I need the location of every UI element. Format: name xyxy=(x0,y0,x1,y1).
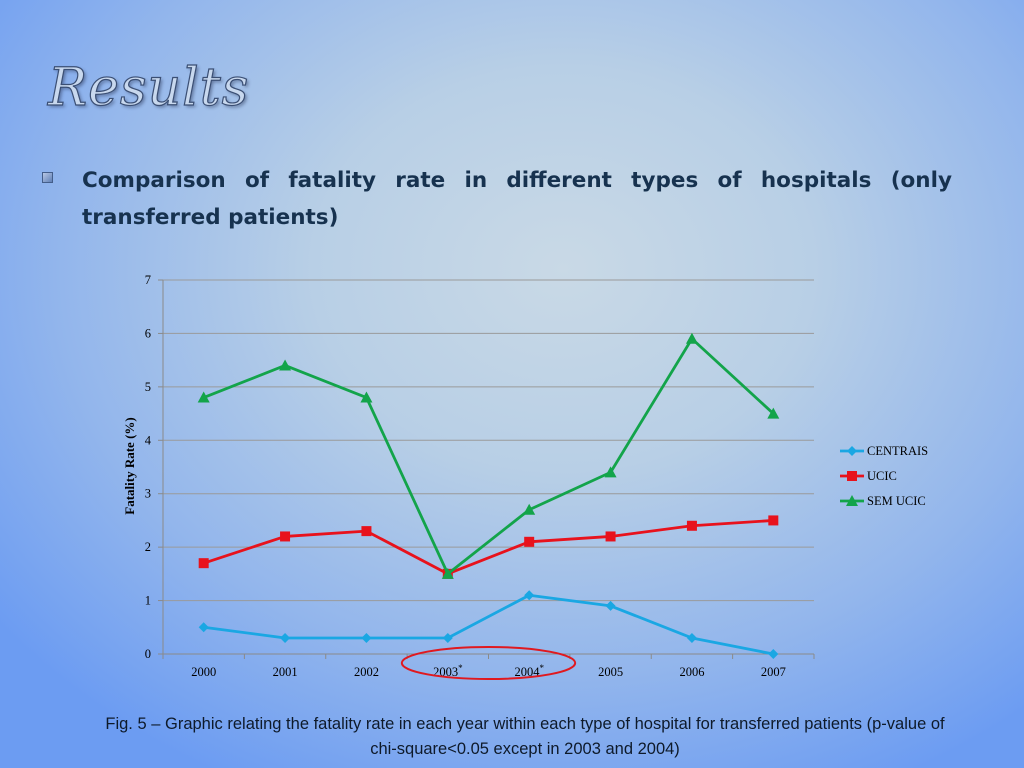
legend-label: CENTRAIS xyxy=(867,444,928,458)
y-tick-label: 6 xyxy=(145,326,151,340)
y-axis-label: Fatality Rate (%) xyxy=(122,417,137,514)
chart-gridlines xyxy=(158,279,815,659)
y-tick-label: 4 xyxy=(145,433,152,447)
data-point xyxy=(523,503,536,515)
data-point xyxy=(686,520,697,531)
series-line xyxy=(203,593,774,656)
data-point xyxy=(360,391,373,403)
data-point xyxy=(605,531,616,542)
legend-marker xyxy=(847,471,857,481)
x-tick-label: 2004* xyxy=(514,663,544,679)
x-tick-label: 2005 xyxy=(598,665,623,679)
data-point xyxy=(198,622,209,633)
data-point xyxy=(605,600,616,611)
data-point xyxy=(768,515,779,526)
data-point xyxy=(198,558,209,569)
series-centrais xyxy=(198,590,779,659)
data-point xyxy=(361,632,372,643)
data-point xyxy=(280,531,291,542)
legend-item: CENTRAIS xyxy=(840,444,928,458)
legend-marker xyxy=(847,446,857,456)
square-bullet-icon xyxy=(42,172,53,183)
data-point xyxy=(524,590,535,601)
x-tick-label: 2007 xyxy=(761,665,786,679)
slide-title: Results xyxy=(47,57,250,118)
legend-item: SEM UCIC xyxy=(840,494,926,508)
data-point xyxy=(604,466,617,478)
data-point xyxy=(685,332,698,344)
highlight-annotation xyxy=(400,646,577,680)
chart-legend: CENTRAIS UCIC SEM UCIC xyxy=(840,444,928,508)
series-line xyxy=(203,519,774,576)
series-line xyxy=(203,337,775,576)
legend-label: SEM UCIC xyxy=(867,494,926,508)
y-tick-label: 1 xyxy=(145,594,151,608)
data-point xyxy=(280,632,291,643)
data-point xyxy=(768,649,779,659)
figure-caption: Fig. 5 – Graphic relating the fatality r… xyxy=(105,715,945,758)
data-point xyxy=(524,536,535,547)
legend-label: UCIC xyxy=(867,469,897,483)
x-tick-label: 2001 xyxy=(273,665,298,679)
y-tick-label: 5 xyxy=(145,380,151,394)
data-point xyxy=(197,391,210,403)
y-tick-label: 3 xyxy=(145,487,151,501)
y-tick-label: 7 xyxy=(145,273,151,287)
data-point xyxy=(442,632,453,643)
legend-item: UCIC xyxy=(840,469,897,483)
bullet-text: Comparison of fatality rate in different… xyxy=(82,168,952,230)
x-axis-ticks: 2000 2001 2002 2003* 2004* 2005 2006 2007 xyxy=(191,663,786,679)
data-point xyxy=(279,359,292,371)
y-tick-label: 0 xyxy=(145,647,151,661)
legend-marker xyxy=(846,495,858,506)
data-point xyxy=(361,526,372,537)
x-tick-label: 2002 xyxy=(354,665,379,679)
x-tick-label: 2006 xyxy=(679,665,704,679)
y-tick-label: 2 xyxy=(145,540,151,554)
data-point xyxy=(686,632,697,643)
data-point xyxy=(441,567,454,579)
chart-series xyxy=(197,332,780,659)
series-sem-ucic xyxy=(197,332,780,579)
highlight-ellipse xyxy=(400,646,577,680)
y-axis-ticks: 0 1 2 3 4 5 6 7 xyxy=(145,273,152,661)
bullet-point: Comparison of fatality rate in different… xyxy=(42,162,952,236)
x-tick-label: 2000 xyxy=(191,665,216,679)
data-point xyxy=(767,407,780,419)
